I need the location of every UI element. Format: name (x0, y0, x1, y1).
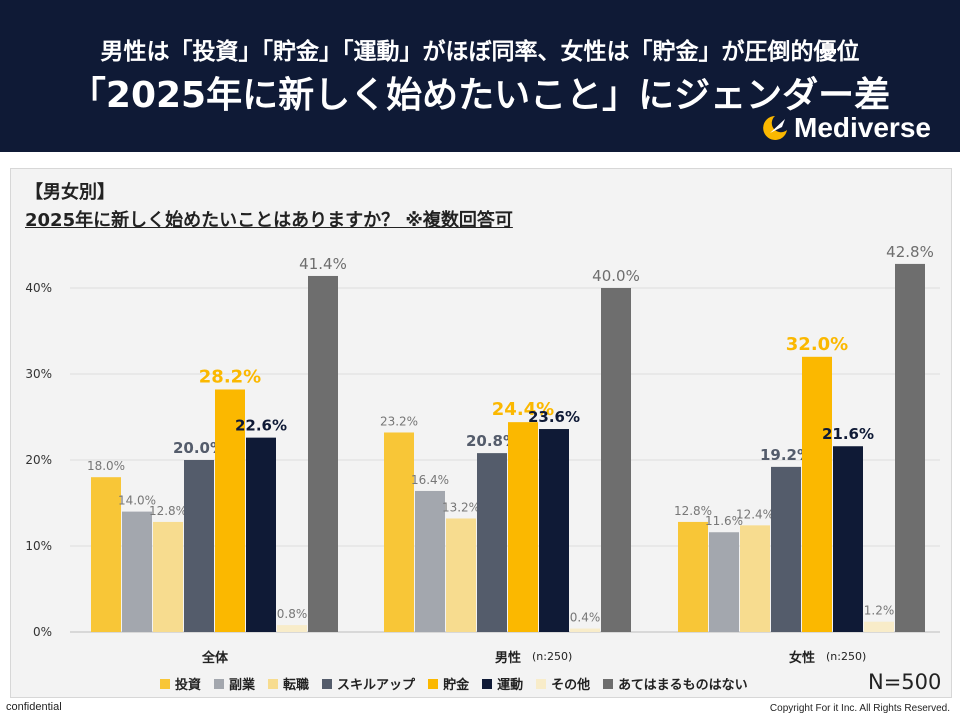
legend-item: その他 (536, 674, 590, 693)
bar (678, 521, 708, 632)
bar-value-label: 22.6% (235, 417, 287, 435)
bar-value-label: 21.6% (822, 425, 874, 443)
bar (384, 432, 414, 632)
chart-question-title: 2025年に新しく始めたいことはありますか？ ※複数回答可 (25, 210, 513, 231)
bar-value-label: 23.2% (380, 414, 418, 428)
bar (215, 389, 245, 632)
legend-item: スキルアップ (322, 674, 415, 693)
legend-label: 運動 (497, 678, 524, 693)
bar (446, 518, 476, 632)
bar (833, 446, 863, 632)
bar-value-label: 14.0% (118, 494, 156, 508)
chart-legend: 投資 副業 転職 スキルアップ 貯金 運動 その他 あてはまるものはない (160, 674, 761, 693)
bar-value-label: 20.8% (466, 432, 518, 450)
bar (802, 356, 832, 632)
bar (539, 429, 569, 632)
legend-item: 貯金 (428, 674, 469, 693)
bar-value-label: 12.8% (149, 504, 187, 518)
bar-value-label: 19.2% (760, 446, 812, 464)
bar (477, 453, 507, 632)
bar (508, 422, 538, 632)
bar-value-label: 20.0% (173, 439, 225, 457)
bar (740, 525, 770, 632)
legend-item: 投資 (160, 674, 201, 693)
y-tick-label: 40% (25, 281, 52, 295)
y-tick-label: 0% (33, 625, 52, 639)
bar-value-label: 12.4% (736, 507, 774, 521)
crescent-arrow-icon (763, 116, 787, 140)
bar (246, 437, 276, 632)
legend-item: あてはまるものはない (603, 674, 748, 693)
legend-swatch (214, 678, 225, 689)
bar (184, 460, 214, 632)
headline-line-2: 「2025年に新しく始めたいこと」にジェンダー差 (69, 75, 891, 116)
logo-text: Mediverse (794, 112, 931, 143)
legend-label: 転職 (283, 678, 310, 693)
bar (415, 490, 445, 632)
bar-value-label: 1.2% (864, 604, 895, 618)
legend-swatch (428, 678, 439, 689)
bar-value-label: 16.4% (411, 473, 449, 487)
legend-item: 副業 (214, 674, 255, 693)
bar (771, 466, 801, 632)
y-tick-label: 30% (25, 367, 52, 381)
y-tick-label: 20% (25, 453, 52, 467)
bar-value-label: 18.0% (87, 459, 125, 473)
bar (895, 263, 925, 632)
bar-value-label: 24.4% (492, 399, 554, 420)
copyright-note: Copyright For it Inc. All Rights Reserve… (769, 703, 950, 714)
legend-swatch (268, 678, 279, 689)
legend-label: その他 (551, 678, 591, 693)
bar-value-label: 12.8% (674, 504, 712, 518)
bar-value-label: 28.2% (199, 366, 261, 387)
header-banner: 男性は「投資」「貯金」「運動」がほぼ同率、女性は「貯金」が圧倒的優位 「2025… (0, 0, 960, 152)
bar (864, 621, 894, 632)
legend-label: あてはまるものはない (618, 678, 748, 693)
bar (277, 625, 307, 632)
x-category-label: 男性 (495, 650, 521, 666)
bar-value-label: 0.4% (570, 611, 601, 625)
chart-title-tag: 【男女別】 (25, 182, 115, 203)
bar-value-label: 0.8% (277, 607, 308, 621)
x-category-label: 女性 (789, 650, 815, 666)
bar-value-label: 40.0% (592, 267, 640, 285)
legend-swatch (160, 678, 170, 689)
legend-swatch (536, 678, 547, 689)
bar (570, 628, 600, 632)
confidential-note: confidential (6, 701, 62, 713)
legend-label: 投資 (175, 678, 202, 693)
bar-value-label: 42.8% (886, 243, 934, 261)
legend-swatch (482, 678, 493, 689)
x-category-label: 全体 (201, 650, 229, 666)
x-category-note: (n:250) (826, 650, 866, 663)
bar-value-label: 11.6% (705, 514, 743, 528)
bar-value-label: 41.4% (299, 255, 347, 273)
x-category-note: (n:250) (532, 650, 572, 663)
bar-value-label: 23.6% (528, 408, 580, 426)
legend-label: スキルアップ (337, 678, 416, 693)
bar (601, 288, 631, 632)
sample-size-label: N=500 (868, 670, 942, 694)
bar (91, 477, 121, 632)
bar (153, 521, 183, 632)
bar (709, 532, 739, 632)
mediverse-logo: Mediverse (760, 112, 931, 144)
headline-line-1: 男性は「投資」「貯金」「運動」がほぼ同率、女性は「貯金」が圧倒的優位 (100, 39, 860, 65)
legend-item: 運動 (482, 674, 523, 693)
bar (308, 275, 338, 632)
bar-value-label: 13.2% (442, 500, 480, 514)
bar-value-label: 32.0% (786, 334, 848, 355)
legend-label: 副業 (229, 678, 256, 693)
legend-label: 貯金 (443, 678, 470, 693)
legend-swatch (603, 678, 614, 689)
y-tick-label: 10% (25, 539, 52, 553)
legend-swatch (322, 678, 333, 689)
legend-item: 転職 (268, 674, 309, 693)
bar (122, 511, 152, 632)
